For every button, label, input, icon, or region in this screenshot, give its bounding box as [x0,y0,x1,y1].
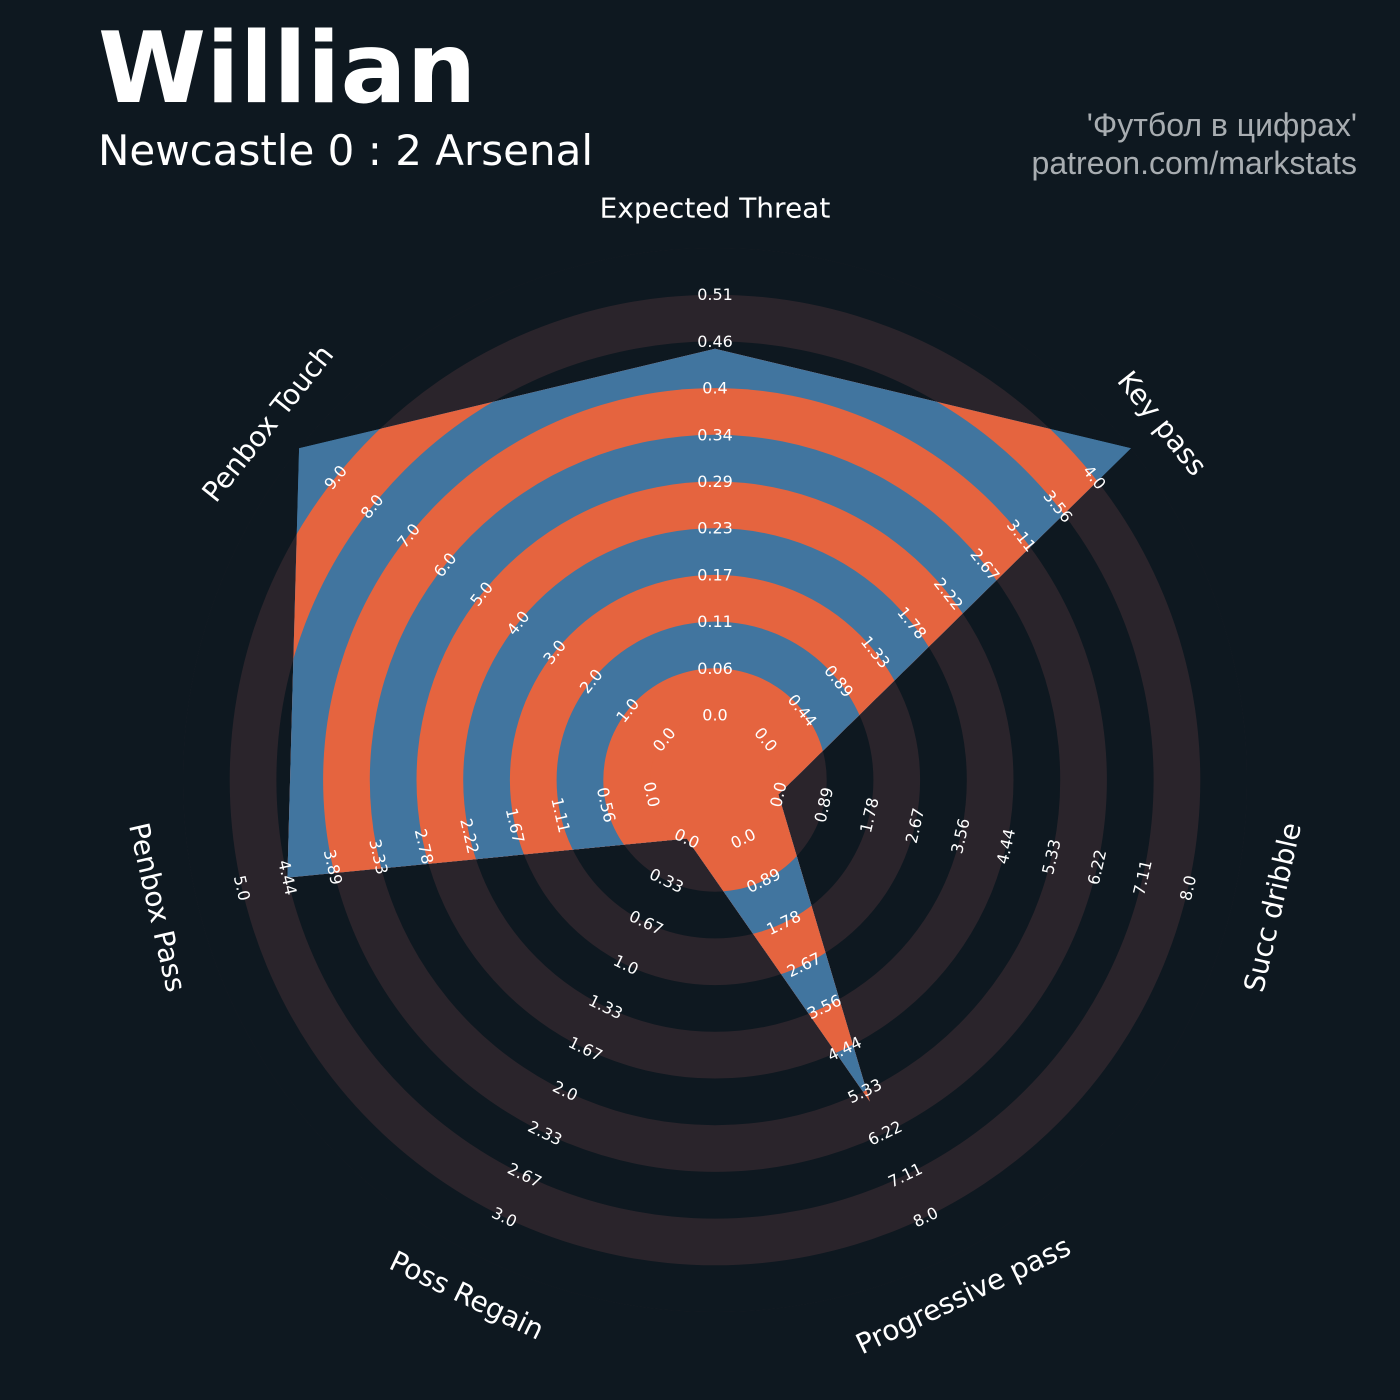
tick-label: 0.4 [702,379,727,398]
param-label: Penbox Pass [122,820,193,995]
tick-label: 0.11 [697,612,733,631]
param-label: Succ dribble [1237,819,1308,995]
tick-label: 0.46 [697,332,733,351]
tick-label: 0.29 [697,472,733,491]
credit-block: 'Футбол в цифрах' patreon.com/markstats [1032,106,1357,183]
credit-line-2: patreon.com/markstats [1031,145,1357,182]
tick-label: 0.51 [697,285,733,304]
param-label: Expected Threat [600,192,831,225]
tick-label: 0.17 [697,565,733,584]
tick-label: 0.23 [697,519,733,538]
player-name-title: Willian [98,12,477,126]
tick-label: 0.0 [702,706,727,725]
tick-label: 0.06 [697,659,733,678]
credit-line-1: 'Футбол в цифрах' [1086,107,1357,143]
polygon-center [650,715,780,845]
match-subtitle: Newcastle 0 : 2 Arsenal [98,126,594,175]
tick-label: 0.34 [697,425,733,444]
